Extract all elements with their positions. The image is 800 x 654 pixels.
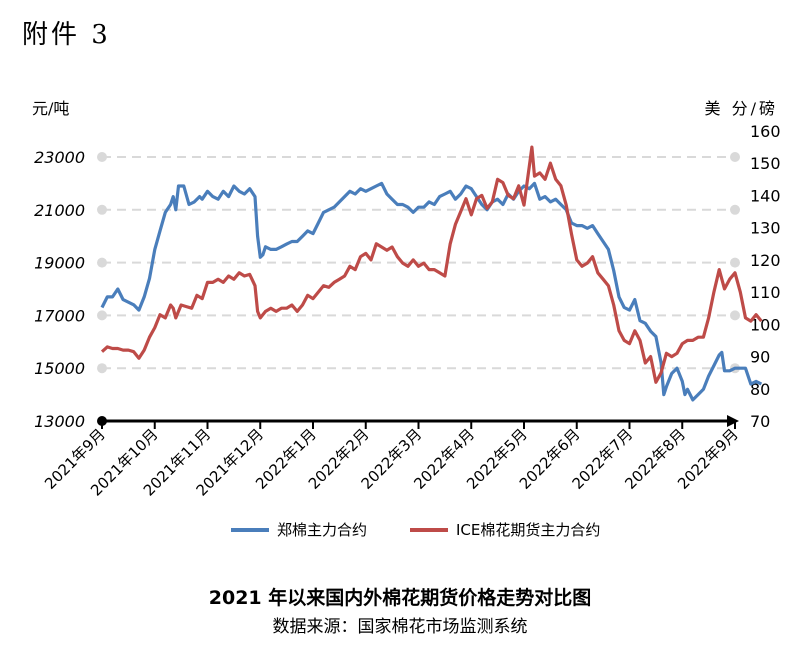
- y-right-tick-label: 140: [750, 186, 781, 205]
- y-right-tick-label: 160: [750, 122, 781, 141]
- attachment-label: 附件 3: [22, 20, 111, 50]
- y-left-tick-label: 13000: [34, 412, 85, 431]
- legend-swatch-ice: [410, 527, 448, 532]
- series-line-ice: [100, 145, 763, 384]
- y-right-tick-label: 100: [750, 315, 781, 334]
- legend-item-ice: ICE棉花期货主力合约: [410, 519, 600, 540]
- gridline-right-dot: [730, 257, 740, 268]
- y-left-tick-label: 19000: [34, 254, 85, 273]
- gridline-right-dot: [730, 310, 740, 321]
- legend-swatch-zce: [231, 527, 269, 532]
- legend-item-zce: 郑棉主力合约: [231, 519, 367, 540]
- y-right-tick-label: 110: [750, 283, 781, 302]
- y-left-tick-label: 17000: [34, 306, 85, 325]
- legend-label-zce: 郑棉主力合约: [277, 521, 368, 539]
- gridline-left-dot: [97, 204, 107, 215]
- y-left-tick-label: 23000: [34, 148, 85, 167]
- chart-title: 2021 年以来国内外棉花期货价格走势对比图: [208, 587, 592, 609]
- series-line-zce: [100, 181, 763, 402]
- data-source: 数据来源：国家棉花市场监测系统: [272, 617, 528, 637]
- y-right-tick-label: 80: [750, 380, 770, 399]
- y-right-tick-label: 120: [750, 251, 781, 270]
- gridline-left-dot: [97, 152, 107, 162]
- y-right-tick-label: 150: [750, 154, 781, 173]
- y-right-tick-label: 130: [750, 219, 781, 238]
- gridline-left-dot: [97, 310, 107, 321]
- chart-legend: 郑棉主力合约 ICE棉花期货主力合约: [0, 519, 800, 549]
- y-left-tick-label: 15000: [34, 359, 85, 378]
- right-axis-unit: 美 分/磅: [704, 99, 778, 118]
- legend-label-ice: ICE棉花期货主力合约: [456, 521, 601, 539]
- gridline-left-dot: [97, 363, 107, 374]
- gridline-right-dot: [730, 152, 740, 162]
- x-axis-arrow-icon: [727, 415, 739, 427]
- left-axis-unit: 元/吨: [32, 99, 70, 118]
- gridline-left-dot: [97, 257, 107, 268]
- y-right-tick-label: 90: [750, 348, 770, 367]
- gridline-right-dot: [730, 204, 740, 215]
- y-left-tick-label: 21000: [34, 201, 85, 220]
- y-right-tick-label: 70: [750, 412, 770, 431]
